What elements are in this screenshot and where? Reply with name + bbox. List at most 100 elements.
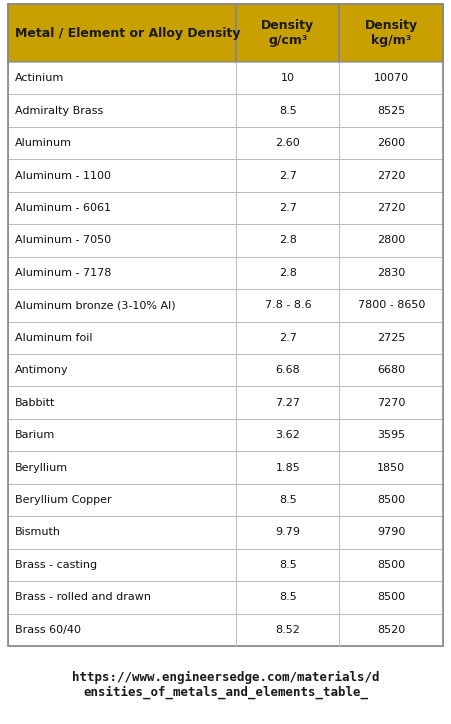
Text: Aluminum - 7050: Aluminum - 7050 [15,235,111,245]
Bar [8,387,236,419]
Text: 2.60: 2.60 [276,138,300,148]
Bar [8,549,236,581]
Text: Aluminum - 1100: Aluminum - 1100 [15,171,111,180]
Bar [236,387,340,419]
Text: 8525: 8525 [377,106,405,116]
Text: 3595: 3595 [377,430,405,440]
Bar [236,581,340,613]
Text: 8500: 8500 [377,592,405,602]
Bar [340,257,443,289]
Text: Barium: Barium [15,430,55,440]
Bar [236,62,340,94]
Bar [236,516,340,549]
Bar [8,451,236,484]
Bar [8,484,236,516]
Text: Aluminum - 7178: Aluminum - 7178 [15,268,111,278]
Bar [340,62,443,94]
Text: 10: 10 [281,73,295,83]
Text: 6680: 6680 [377,365,405,375]
Bar [340,549,443,581]
Bar [236,224,340,257]
Text: 9790: 9790 [377,528,405,537]
Bar [8,62,236,94]
Bar [236,451,340,484]
Bar [340,159,443,192]
Bar [8,257,236,289]
Text: 8.5: 8.5 [279,106,297,116]
Text: Aluminum bronze (3-10% Al): Aluminum bronze (3-10% Al) [15,300,175,311]
Text: 3.62: 3.62 [276,430,300,440]
Bar [8,4,236,62]
Text: 8520: 8520 [377,625,405,635]
Text: 2.7: 2.7 [279,333,297,342]
Bar [340,127,443,159]
Bar [8,419,236,451]
Bar [340,613,443,646]
Bar [340,4,443,62]
Text: Babbitt: Babbitt [15,397,55,408]
Text: Metal / Element or Alloy Density: Metal / Element or Alloy Density [15,27,240,40]
Text: 2.8: 2.8 [279,235,297,245]
Bar [340,387,443,419]
Bar [236,4,340,62]
Text: 7.8 - 8.6: 7.8 - 8.6 [265,300,311,311]
Bar [340,94,443,127]
Bar [236,354,340,387]
Bar [236,289,340,321]
Text: Admiralty Brass: Admiralty Brass [15,106,103,116]
Text: Brass - casting: Brass - casting [15,560,97,570]
Bar [8,127,236,159]
Bar [340,192,443,224]
Text: 8.5: 8.5 [279,560,297,570]
Text: 2.7: 2.7 [279,203,297,213]
Text: https://www.engineersedge.com/materials/d
ensities_of_metals_and_elements_table_: https://www.engineersedge.com/materials/… [72,670,379,699]
Text: 2.7: 2.7 [279,171,297,180]
Text: 10070: 10070 [374,73,409,83]
Text: Brass - rolled and drawn: Brass - rolled and drawn [15,592,151,602]
Bar [8,581,236,613]
Text: Beryllium: Beryllium [15,463,68,473]
Bar [340,419,443,451]
Bar [236,127,340,159]
Bar [340,581,443,613]
Text: Density
g/cm³: Density g/cm³ [262,19,314,47]
Bar [340,224,443,257]
Text: Aluminum foil: Aluminum foil [15,333,92,342]
Bar [236,419,340,451]
Text: Antimony: Antimony [15,365,69,375]
Bar [340,354,443,387]
Text: 9.79: 9.79 [276,528,300,537]
Bar [8,321,236,354]
Bar [8,289,236,321]
Text: 6.68: 6.68 [276,365,300,375]
Text: 7270: 7270 [377,397,405,408]
Bar [236,549,340,581]
Bar [340,516,443,549]
Bar [8,516,236,549]
Text: 8500: 8500 [377,495,405,505]
Text: 7.27: 7.27 [276,397,300,408]
Bar [236,192,340,224]
Text: 2.8: 2.8 [279,268,297,278]
Text: Actinium: Actinium [15,73,64,83]
Bar [8,94,236,127]
Text: 2600: 2600 [377,138,405,148]
Text: Brass 60/40: Brass 60/40 [15,625,81,635]
Text: Bismuth: Bismuth [15,528,61,537]
Bar [8,192,236,224]
Bar [236,257,340,289]
Bar [236,321,340,354]
Bar [340,321,443,354]
Text: 2720: 2720 [377,171,405,180]
Text: Aluminum - 6061: Aluminum - 6061 [15,203,111,213]
Text: 2830: 2830 [377,268,405,278]
Text: 1850: 1850 [377,463,405,473]
Bar [340,484,443,516]
Text: 8.52: 8.52 [276,625,300,635]
Bar [8,4,443,646]
Bar [236,159,340,192]
Bar [236,484,340,516]
Text: Aluminum: Aluminum [15,138,72,148]
Text: 2800: 2800 [377,235,405,245]
Bar [8,224,236,257]
